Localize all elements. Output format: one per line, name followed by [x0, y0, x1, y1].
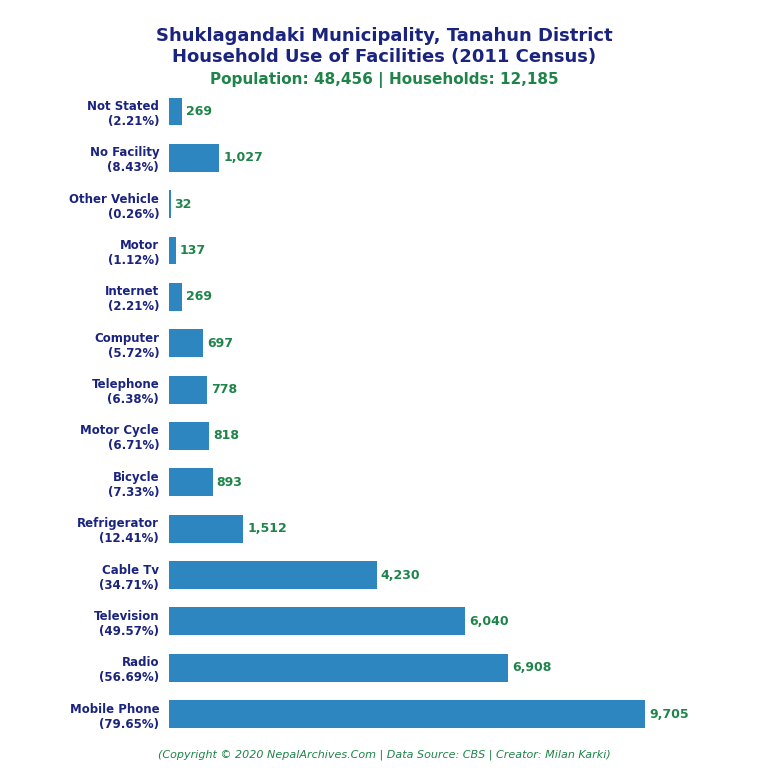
Text: 778: 778 — [211, 383, 237, 396]
Bar — [169, 607, 465, 635]
Text: 697: 697 — [207, 337, 233, 349]
Bar — [169, 190, 170, 218]
Text: 269: 269 — [186, 290, 212, 303]
Text: Household Use of Facilities (2011 Census): Household Use of Facilities (2011 Census… — [172, 48, 596, 65]
Text: 818: 818 — [213, 429, 239, 442]
Text: 1,027: 1,027 — [223, 151, 263, 164]
Text: 4,230: 4,230 — [380, 568, 420, 581]
Bar — [169, 376, 207, 403]
Text: 893: 893 — [217, 476, 243, 488]
Text: 6,040: 6,040 — [469, 615, 509, 628]
Bar — [169, 422, 209, 450]
Text: Shuklagandaki Municipality, Tanahun District: Shuklagandaki Municipality, Tanahun Dist… — [156, 27, 612, 45]
Bar — [169, 283, 182, 311]
Bar — [169, 329, 204, 357]
Bar — [169, 515, 243, 542]
Text: 9,705: 9,705 — [649, 707, 689, 720]
Bar — [169, 98, 182, 125]
Bar — [169, 237, 176, 264]
Text: 6,908: 6,908 — [511, 661, 551, 674]
Bar — [169, 468, 213, 496]
Bar — [169, 144, 220, 172]
Bar — [169, 561, 376, 589]
Text: 1,512: 1,512 — [247, 522, 286, 535]
Text: (Copyright © 2020 NepalArchives.Com | Data Source: CBS | Creator: Milan Karki): (Copyright © 2020 NepalArchives.Com | Da… — [157, 750, 611, 760]
Bar — [169, 700, 645, 728]
Bar — [169, 654, 508, 682]
Text: 32: 32 — [174, 197, 192, 210]
Text: 269: 269 — [186, 105, 212, 118]
Text: 137: 137 — [180, 244, 206, 257]
Text: Population: 48,456 | Households: 12,185: Population: 48,456 | Households: 12,185 — [210, 72, 558, 88]
